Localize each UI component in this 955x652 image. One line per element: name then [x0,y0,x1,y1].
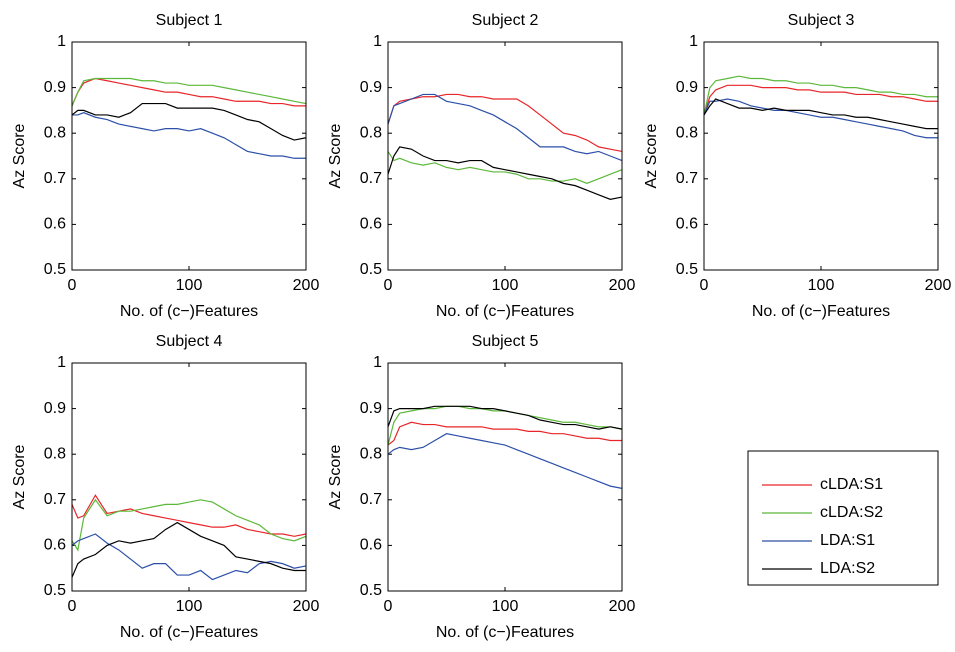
x-tick-label: 100 [492,277,519,294]
legend-label: LDA:S2 [820,560,875,577]
series-line [703,98,938,130]
axes-box [387,362,623,592]
x-axis-label: No. of (c−)Features [436,624,574,641]
y-tick-label: 0.6 [676,216,698,233]
series-line [71,498,307,552]
x-tick-label: 100 [808,277,835,294]
series-line [387,405,623,430]
x-tick-label: 200 [609,277,636,294]
x-tick-label: 200 [609,598,636,615]
y-axis-label: Az Score [643,123,660,188]
x-tick-label: 200 [925,277,952,294]
legend-label: cLDA:S1 [820,476,883,493]
x-axis-label: No. of (c−)Features [120,624,258,641]
y-tick-label: 0.6 [44,537,66,554]
series-line [387,151,623,185]
axes-box [387,41,623,271]
series-line [71,494,307,537]
y-tick-label: 0.8 [360,445,382,462]
x-tick-label: 100 [176,598,203,615]
subplot-title: Subject 2 [472,12,539,29]
y-axis-label: Az Score [11,444,28,509]
y-tick-label: 0.6 [360,216,382,233]
y-tick-label: 0.5 [360,261,382,278]
y-tick-label: 0.7 [676,170,698,187]
y-tick-label: 0.8 [44,445,66,462]
x-axis-label: No. of (c−)Features [752,303,890,320]
y-tick-label: 0.7 [360,170,382,187]
y-tick-label: 1 [373,354,382,371]
y-tick-label: 1 [57,354,66,371]
y-tick-label: 0.7 [44,170,66,187]
series-line [387,146,623,200]
legend-label: LDA:S1 [820,532,875,549]
y-tick-label: 0.5 [44,582,66,599]
y-tick-label: 1 [373,33,382,50]
y-tick-label: 1 [689,33,698,50]
series-line [387,405,623,446]
y-tick-label: 0.8 [360,124,382,141]
x-axis-label: No. of (c−)Features [120,303,258,320]
y-axis-label: Az Score [11,123,28,188]
subplot-title: Subject 4 [156,333,223,350]
y-tick-label: 0.5 [44,261,66,278]
x-tick-label: 100 [492,598,519,615]
x-tick-label: 0 [384,277,393,294]
axes-box [703,41,939,271]
series-line [387,93,623,162]
y-tick-label: 0.9 [360,400,382,417]
y-tick-label: 0.9 [44,400,66,417]
y-tick-label: 0.5 [676,261,698,278]
x-tick-label: 200 [293,598,320,615]
series-line [71,102,307,141]
y-tick-label: 0.5 [360,582,382,599]
y-tick-label: 0.9 [676,79,698,96]
x-tick-label: 0 [68,598,77,615]
y-axis-label: Az Score [327,123,344,188]
series-line [71,533,307,581]
y-tick-label: 0.9 [360,79,382,96]
x-axis-label: No. of (c−)Features [436,303,574,320]
x-tick-label: 0 [384,598,393,615]
subplot-title: Subject 3 [788,12,855,29]
axes-box [71,362,307,592]
x-tick-label: 0 [700,277,709,294]
series-line [703,84,938,116]
series-line [703,75,938,116]
series-line [703,98,938,139]
x-tick-label: 200 [293,277,320,294]
y-tick-label: 0.8 [44,124,66,141]
subplot-title: Subject 5 [472,333,539,350]
y-axis-label: Az Score [327,444,344,509]
y-tick-label: 0.7 [360,491,382,508]
series-line [71,521,306,578]
y-tick-label: 0.6 [44,216,66,233]
series-line [71,77,307,107]
x-tick-label: 0 [68,277,77,294]
y-tick-label: 0.8 [676,124,698,141]
series-line [387,421,622,446]
y-tick-label: 0.6 [360,537,382,554]
axes-box [71,41,307,271]
series-line [387,93,623,153]
y-tick-label: 0.9 [44,79,66,96]
series-line [387,433,623,489]
y-tick-label: 1 [57,33,66,50]
legend-box [747,450,939,586]
x-tick-label: 100 [176,277,203,294]
series-line [72,112,306,159]
subplot-title: Subject 1 [156,12,223,29]
series-line [71,77,306,107]
legend-label: cLDA:S2 [820,504,883,521]
y-tick-label: 0.7 [44,491,66,508]
